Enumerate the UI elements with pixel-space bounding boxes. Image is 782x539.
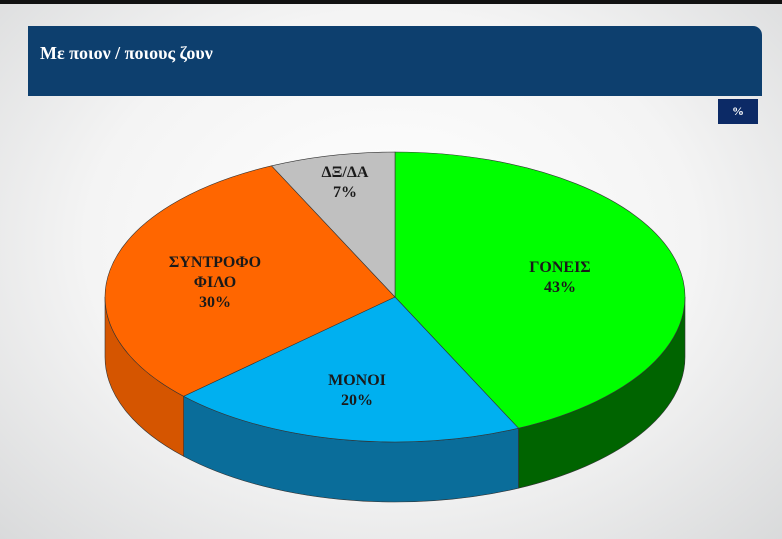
title-banner: Με ποιον / ποιους ζουν [28,26,762,96]
slice-label-line1: ΣΥΝΤΡΟΦΟ [168,254,262,271]
slice-label: ΓΟΝΕΙΣ [529,259,591,276]
slice-label-line2: ΦΙΛΟ [193,274,237,291]
slice-label: ΜΟΝΟΙ [328,372,386,389]
slice-label: ΔΞ/ΔΑ [321,164,369,181]
pie-slice-1 [182,296,520,443]
unit-badge: % [718,99,758,124]
slice-value: 7% [333,184,357,201]
label-monoi: ΜΟΝΟΙ 20% [328,371,386,411]
pie-slice-0 [394,151,686,429]
label-dxda: ΔΞ/ΔΑ 7% [322,163,369,203]
slice-value: 20% [341,392,373,409]
label-goneis: ΓΟΝΕΙΣ 43% [529,258,591,298]
top-bar [0,0,782,4]
slice-value: 43% [543,279,576,296]
slice-value: 30% [198,294,231,311]
pie-slice-2 [104,165,396,397]
label-syntrofo-filo: ΣΥΝΤΡΟΦΟ ΦΙΛΟ 30% [169,253,261,313]
slide-title: Με ποιον / ποιους ζουν [40,43,213,63]
pie-slice-3 [270,151,396,298]
